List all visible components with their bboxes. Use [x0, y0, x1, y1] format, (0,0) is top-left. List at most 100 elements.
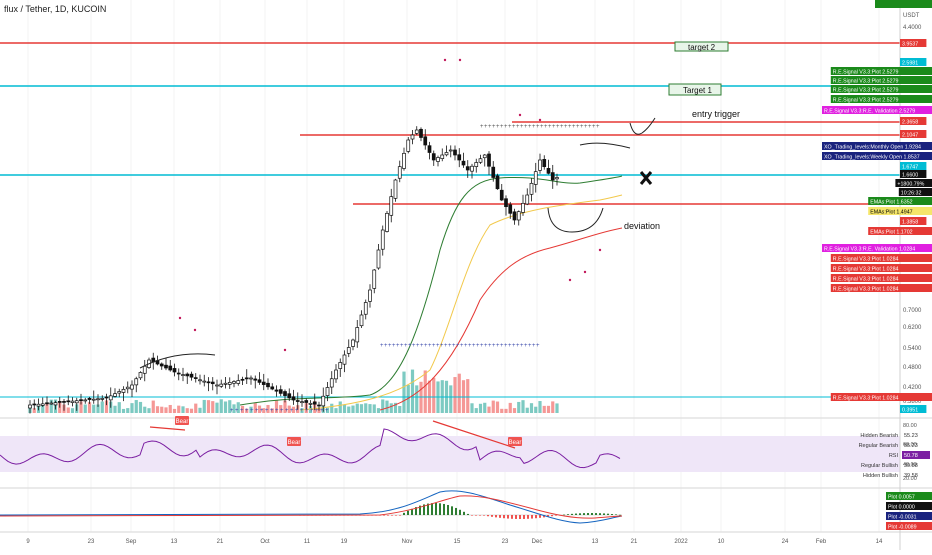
candlesticks — [28, 126, 559, 414]
candle-body — [249, 377, 253, 380]
candle-body — [36, 403, 41, 407]
plus-marker: + — [245, 408, 249, 414]
volume-bar — [228, 400, 232, 413]
volume-bar — [104, 400, 109, 413]
candle-body — [236, 380, 241, 384]
rsi-legend-label: Hidden Bearish — [860, 433, 898, 439]
cup-arc — [139, 353, 216, 369]
candle-body — [555, 177, 559, 180]
candle-body — [142, 365, 147, 374]
macd-histogram-bar — [391, 515, 393, 516]
plus-marker: + — [476, 343, 480, 349]
target2-box — [674, 41, 729, 52]
dot-marker — [568, 278, 572, 282]
volume-bar — [470, 403, 474, 413]
plus-marker: + — [576, 124, 580, 130]
time-tick-label: 19 — [341, 539, 348, 545]
volume-bar — [347, 406, 351, 413]
volume-bar — [266, 404, 270, 413]
price-tick-label: 0.4800 — [903, 365, 922, 371]
volume-bar — [338, 401, 342, 413]
volume-bar — [249, 406, 253, 413]
candle-body — [57, 401, 62, 403]
rsi-legend-value: 50.78 — [904, 453, 918, 459]
price-tick-label: 0.7000 — [903, 308, 922, 314]
candle-body — [283, 391, 287, 396]
plus-marker: + — [380, 343, 384, 349]
plus-marker: + — [508, 343, 512, 349]
volume-bar — [457, 373, 461, 413]
volume-bar — [495, 401, 500, 413]
dot-marker — [538, 118, 542, 122]
plus-marker: + — [310, 408, 314, 414]
axis-label-text: 10:26:32 — [901, 191, 922, 197]
macd-line — [0, 490, 623, 524]
price-tick-label: 0.5400 — [903, 346, 922, 352]
volume-bar — [385, 400, 389, 413]
volume-bar — [79, 401, 83, 413]
time-tick-label: 21 — [631, 539, 638, 545]
target1-label: Target 1 — [683, 86, 712, 95]
macd-histogram-bar — [443, 503, 445, 515]
volume-bar — [406, 384, 410, 413]
volume-bar — [49, 399, 53, 413]
volume-bar — [517, 401, 521, 413]
candle-body — [308, 402, 313, 405]
macd-label-bg — [886, 492, 932, 500]
candle-body — [529, 182, 534, 195]
price-tick-label: 0.3800 — [903, 399, 922, 405]
rsi-axis-ticks: 80.00 60.00 40.00 20.00 — [903, 423, 917, 482]
macd-histogram-bar — [571, 513, 573, 515]
volume-bar — [359, 404, 364, 413]
volume-bar — [525, 407, 529, 413]
macd-histogram-bar — [435, 503, 437, 515]
plus-marker: + — [300, 408, 304, 414]
macd-histogram-bar — [547, 515, 549, 517]
candle-body — [125, 386, 130, 390]
plus-marker: + — [396, 343, 400, 349]
rsi-band — [0, 436, 900, 472]
macd-histogram-bar — [543, 515, 545, 518]
macd-histogram-bar — [383, 515, 385, 516]
volume-bar — [291, 406, 296, 413]
candle-body — [253, 378, 258, 381]
candle-body — [542, 159, 547, 168]
price-tick-label: 4.4000 — [903, 25, 922, 31]
plus-marker: + — [408, 343, 412, 349]
horizontal-lines — [0, 42, 900, 398]
candle-body — [176, 372, 181, 375]
rsi-tick-label: 40.00 — [903, 462, 917, 468]
macd-histogram-bar — [455, 507, 457, 515]
candle-body — [287, 393, 292, 399]
candle-body — [448, 149, 453, 152]
candle-body — [210, 381, 215, 385]
dot-marker — [583, 270, 587, 274]
axis-label-bg — [830, 95, 932, 103]
macd-histogram-bar — [471, 515, 473, 516]
volume-bar — [402, 371, 406, 413]
candle-body — [491, 166, 496, 178]
volume-bar — [555, 403, 559, 413]
plus-marker: + — [584, 124, 588, 130]
plus-marker: + — [235, 408, 239, 414]
volume-bar — [334, 408, 338, 413]
plus-marker: + — [290, 408, 294, 414]
time-tick-label: 13 — [171, 539, 178, 545]
macd-histogram-bar — [567, 514, 569, 515]
plus-marker: + — [468, 343, 472, 349]
volume-bar — [151, 400, 155, 413]
rsi-legend-label: Regular Bullish — [861, 463, 898, 469]
plus-marker: + — [488, 124, 492, 130]
rsi-tick-label: 80.00 — [903, 423, 917, 429]
macd-labels: Plot 0.0057 Plot 0.0000 Plot -0.0031 Plot -… — [886, 492, 932, 531]
volume-bar — [474, 408, 478, 413]
macd-histogram-bar — [447, 504, 449, 515]
macd-histogram-bar — [619, 514, 621, 516]
dot-marker — [598, 248, 602, 252]
volume-bar — [253, 403, 257, 413]
plus-marker: + — [480, 124, 484, 130]
candle-body — [113, 393, 117, 397]
candle-body — [495, 175, 500, 190]
